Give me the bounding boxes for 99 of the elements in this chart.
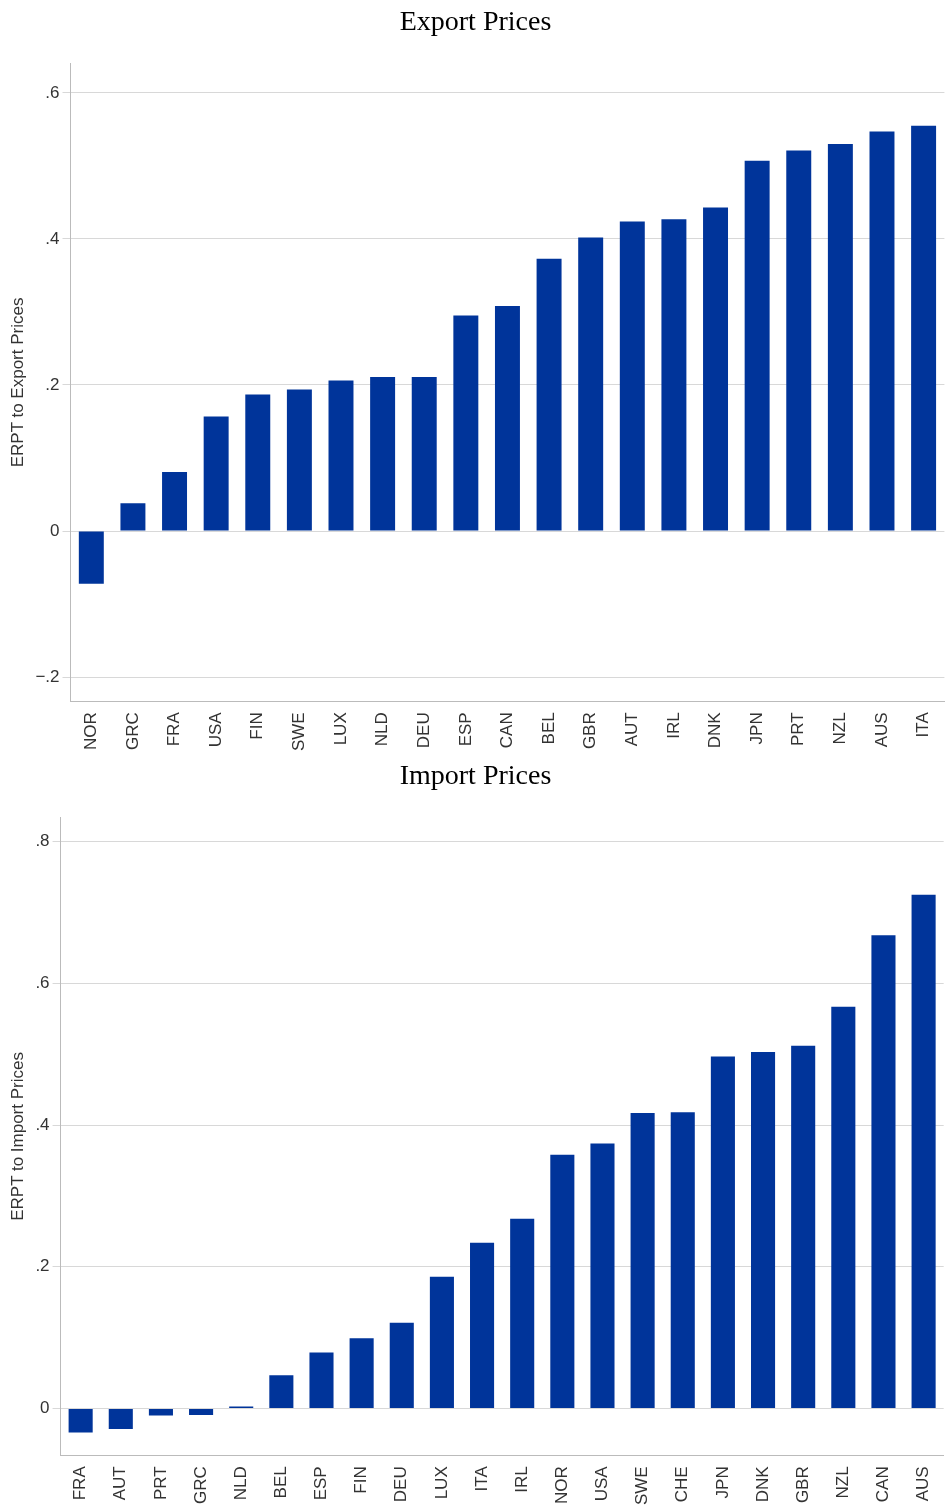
y-tick-label: .2 <box>45 374 60 394</box>
x-tick-label: SWE <box>632 1466 652 1506</box>
bar <box>869 131 895 531</box>
bar <box>328 380 354 531</box>
y-tick-label: .6 <box>35 973 50 993</box>
bar <box>370 376 396 531</box>
bar <box>203 416 229 531</box>
x-tick-label: GBR <box>792 1466 812 1504</box>
y-tick-label: .6 <box>45 82 60 102</box>
x-tick-label: DNK <box>705 711 725 749</box>
x-tick-label: NOR <box>552 1466 572 1505</box>
x-tick-label: NLD <box>230 1466 250 1501</box>
x-tick-label: PRT <box>150 1466 170 1500</box>
bar <box>189 1409 214 1415</box>
bar <box>411 376 437 531</box>
x-tick-label: NZL <box>833 1466 853 1499</box>
x-tick-label: BEL <box>538 712 558 745</box>
chart-title: Export Prices <box>399 5 552 37</box>
x-tick-label: LUX <box>431 1466 451 1500</box>
bar <box>871 935 896 1409</box>
x-tick-label: AUS <box>913 1466 933 1502</box>
y-tick-label: .4 <box>35 1114 50 1134</box>
x-tick-label: AUT <box>110 1466 130 1501</box>
bar <box>389 1322 414 1409</box>
bar <box>286 389 312 531</box>
y-tick-label: 0 <box>40 1398 50 1418</box>
bar <box>827 143 853 531</box>
chart-title: Import Prices <box>399 759 552 791</box>
bar <box>494 306 520 531</box>
x-tick-label: LUX <box>330 712 350 746</box>
x-tick-label: USA <box>205 711 225 748</box>
bar <box>68 1409 93 1433</box>
bar <box>630 1113 655 1409</box>
bar <box>751 1052 776 1409</box>
y-tick-label: .8 <box>35 831 50 851</box>
x-tick-label: CAN <box>497 712 517 749</box>
bar <box>786 150 812 531</box>
x-tick-label: NLD <box>372 712 392 747</box>
x-tick-label: IRL <box>511 1466 531 1493</box>
x-tick-label: AUT <box>621 712 641 747</box>
bar <box>670 1112 695 1409</box>
bar <box>120 503 146 531</box>
bar <box>590 1143 615 1409</box>
x-tick-label: DEU <box>391 1466 411 1503</box>
bar <box>710 1056 735 1409</box>
bar <box>245 394 271 531</box>
x-tick-label: CHE <box>672 1466 692 1503</box>
x-tick-label: CAN <box>873 1466 893 1503</box>
bar <box>619 221 645 531</box>
bar <box>453 315 479 531</box>
bar <box>470 1242 495 1409</box>
bar <box>162 471 188 531</box>
x-tick-label: DEU <box>413 712 433 749</box>
y-tick-label: 0 <box>50 520 60 540</box>
bar <box>911 125 937 531</box>
x-tick-label: FIN <box>351 1466 371 1494</box>
bar <box>510 1218 535 1409</box>
bar <box>148 1409 173 1416</box>
x-tick-label: SWE <box>289 712 309 752</box>
bar <box>536 258 562 531</box>
x-tick-label: PRT <box>788 712 808 746</box>
bar <box>744 160 770 531</box>
x-tick-label: AUS <box>871 712 891 748</box>
x-tick-label: IRL <box>663 712 683 739</box>
x-tick-label: JPN <box>712 1466 732 1499</box>
x-tick-label: NZL <box>830 712 850 745</box>
bar <box>661 219 687 531</box>
x-tick-label: ESP <box>311 1466 331 1501</box>
bar <box>911 894 936 1409</box>
y-tick-label: .2 <box>35 1256 50 1276</box>
x-tick-label: JPN <box>746 712 766 745</box>
x-tick-label: USA <box>592 1465 612 1502</box>
bar <box>831 1006 856 1409</box>
bar <box>791 1045 816 1409</box>
x-tick-label: DNK <box>752 1465 772 1503</box>
x-tick-label: ITA <box>913 711 933 738</box>
x-tick-label: GRC <box>190 1466 210 1505</box>
x-tick-label: ESP <box>455 712 475 747</box>
y-tick-label: .4 <box>45 228 60 248</box>
x-tick-label: FRA <box>164 711 184 747</box>
bar <box>703 207 729 531</box>
bar <box>349 1338 374 1409</box>
x-tick-label: NOR <box>81 712 100 751</box>
x-tick-label: ITA <box>471 1465 491 1492</box>
bar <box>108 1409 133 1430</box>
x-tick-label: GBR <box>580 712 600 750</box>
y-axis-title: ERPT to Export Prices <box>7 297 27 468</box>
bar <box>269 1375 294 1409</box>
bar <box>578 237 604 531</box>
x-tick-label: FIN <box>247 712 267 740</box>
bar <box>309 1352 334 1409</box>
x-tick-label: GRC <box>122 712 142 751</box>
x-tick-label: FRA <box>70 1465 90 1501</box>
bar <box>78 531 104 584</box>
y-tick-label: −.2 <box>35 666 60 686</box>
bar <box>429 1276 454 1409</box>
y-axis-title: ERPT to Import Prices <box>7 1052 27 1221</box>
bar <box>550 1154 575 1409</box>
x-tick-label: BEL <box>271 1466 291 1499</box>
